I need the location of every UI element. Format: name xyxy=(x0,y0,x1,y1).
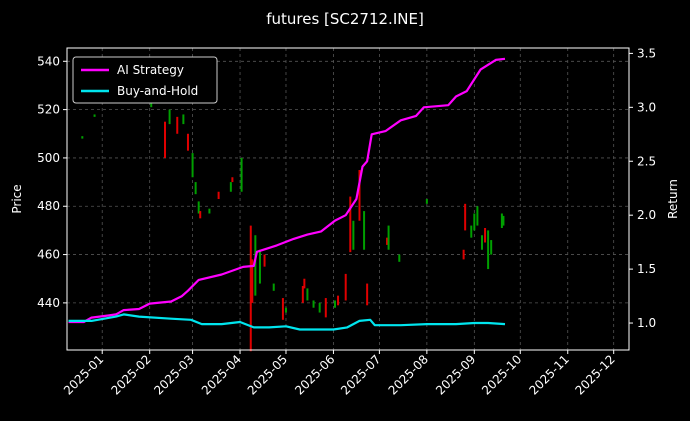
y-tick-label: 500 xyxy=(37,151,60,165)
legend-ai-strategy-label: AI Strategy xyxy=(117,63,184,77)
y-tick-label: 480 xyxy=(37,199,60,213)
y-tick-label: 440 xyxy=(37,296,60,310)
ai-strategy-line xyxy=(68,57,506,324)
y2-axis-label: Return xyxy=(666,179,680,219)
y2-tick-label: 3.0 xyxy=(637,100,656,114)
price-candles xyxy=(81,102,505,352)
y-tick-label: 540 xyxy=(37,54,60,68)
y-tick-label: 460 xyxy=(37,248,60,262)
y-tick-label: 520 xyxy=(37,103,60,117)
return-lines xyxy=(68,57,506,331)
legend: AI Strategy Buy-and-Hold xyxy=(72,56,218,104)
buy-and-hold-line xyxy=(68,313,506,331)
plot-frame xyxy=(66,47,630,351)
y2-tick-label: 2.5 xyxy=(637,154,656,168)
y2-tick-label: 2.0 xyxy=(637,208,656,222)
legend-buy-and-hold-label: Buy-and-Hold xyxy=(117,84,198,98)
y2-tick-label: 1.5 xyxy=(637,262,656,276)
y2-tick-label: 1.0 xyxy=(637,316,656,330)
y-axis-label: Price xyxy=(10,184,24,213)
y2-tick-label: 3.5 xyxy=(637,46,656,60)
chart-title: futures [SC2712.INE] xyxy=(266,10,424,28)
